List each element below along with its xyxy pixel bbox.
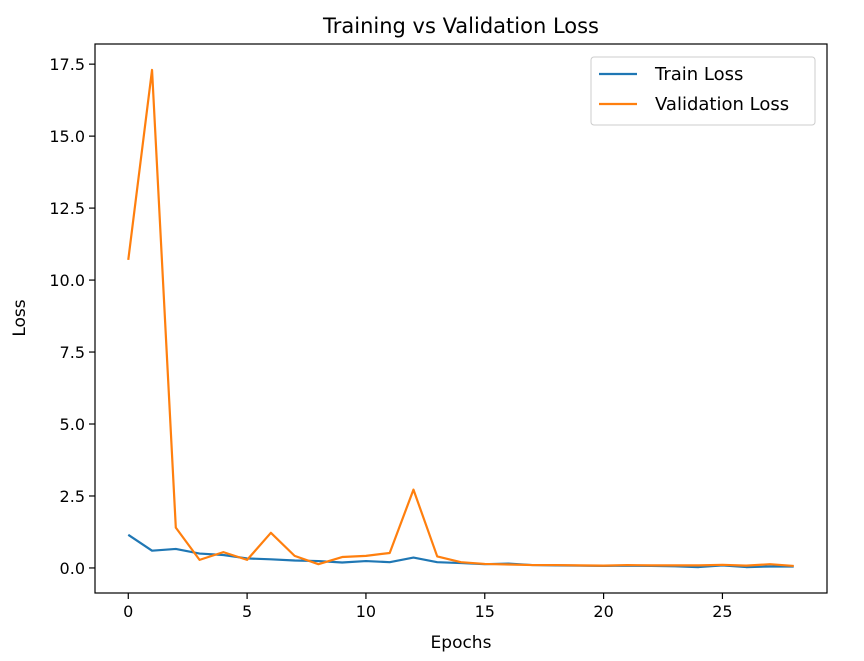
- y-axis: 0.0 2.5 5.0 7.5 10.0 12.5 15.0 17.5: [49, 55, 95, 578]
- legend-label-validation-loss: Validation Loss: [655, 94, 789, 115]
- y-tick-label: 7.5: [60, 343, 85, 362]
- y-tick-label: 10.0: [49, 271, 85, 290]
- y-tick-label: 5.0: [60, 415, 85, 434]
- legend: Train Loss Validation Loss: [590, 56, 816, 126]
- plot-frame: [94, 43, 828, 594]
- x-tick-label: 10: [356, 602, 376, 621]
- legend-label-train-loss: Train Loss: [654, 64, 743, 85]
- x-tick-label: 25: [712, 602, 732, 621]
- x-tick-label: 5: [242, 602, 252, 621]
- y-tick-label: 17.5: [49, 55, 85, 74]
- x-tick-label: 0: [123, 602, 133, 621]
- x-axis: 0 5 10 15 20 25: [123, 593, 733, 621]
- y-tick-label: 12.5: [49, 199, 85, 218]
- y-tick-label: 2.5: [60, 487, 85, 506]
- legend-box: [590, 56, 816, 126]
- x-tick-label: 15: [475, 602, 495, 621]
- series-line-validation-loss: [127, 68, 794, 568]
- chart-title: Training vs Validation Loss: [322, 14, 599, 38]
- x-tick-label: 20: [593, 602, 613, 621]
- y-tick-label: 0.0: [60, 559, 85, 578]
- y-axis-label: Loss: [10, 299, 30, 336]
- y-tick-label: 15.0: [49, 127, 85, 146]
- x-axis-label: Epochs: [431, 633, 492, 653]
- series-layer: [127, 68, 794, 569]
